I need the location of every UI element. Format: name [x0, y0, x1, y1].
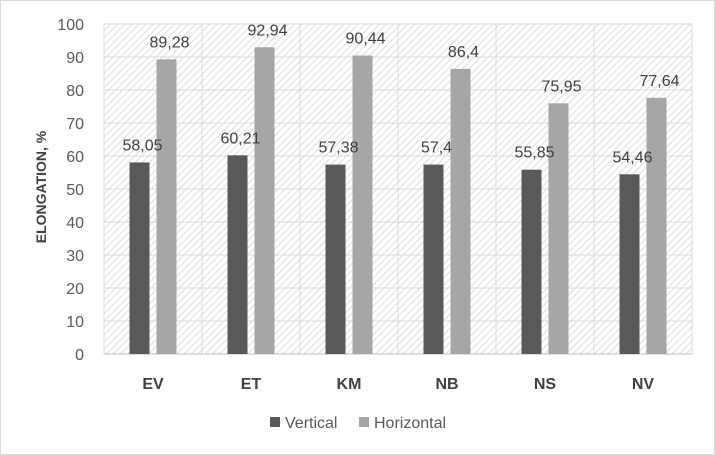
bar-vertical-nb [423, 164, 444, 354]
y-tick-label: 0 [75, 347, 84, 364]
legend-label-horizontal: Horizontal [374, 415, 446, 432]
data-label-horizontal-ns: 75,95 [541, 78, 581, 95]
bar-vertical-ev [129, 162, 150, 354]
y-tick-label: 10 [66, 314, 84, 331]
y-tick-label: 90 [66, 50, 84, 67]
legend-label-vertical: Vertical [285, 415, 337, 432]
x-tick-label-nv: NV [632, 376, 655, 393]
legend: Vertical Horizontal [270, 415, 446, 432]
data-label-vertical-ns: 55,85 [514, 145, 554, 162]
bar-horizontal-ev [156, 59, 177, 354]
data-label-horizontal-km: 90,44 [345, 31, 385, 48]
y-tick-label: 80 [66, 83, 84, 100]
gridlines [103, 23, 693, 355]
data-label-vertical-et: 60,21 [220, 130, 260, 147]
data-label-horizontal-ev: 89,28 [149, 34, 189, 51]
bars [129, 47, 667, 355]
x-tick-label-et: ET [241, 376, 262, 393]
y-tick-label: 60 [66, 149, 84, 166]
bar-vertical-ns [521, 169, 542, 354]
data-label-vertical-km: 57,38 [318, 140, 358, 157]
data-label-horizontal-nb: 86,4 [448, 44, 479, 61]
data-label-horizontal-et: 92,94 [247, 22, 287, 39]
x-tick-label-ev: EV [142, 376, 164, 393]
y-axis-title: ELONGATION, % [33, 130, 49, 243]
data-label-vertical-ev: 58,05 [122, 137, 162, 154]
bar-vertical-nv [619, 174, 640, 354]
bar-horizontal-ns [548, 103, 569, 355]
legend-swatch-vertical [270, 417, 280, 427]
x-tick-label-nb: NB [435, 376, 458, 393]
bar-horizontal-km [352, 55, 373, 354]
x-tick-label-km: KM [337, 376, 362, 393]
y-tick-label: 50 [66, 182, 84, 199]
axes: 0 10 20 30 40 50 60 70 80 90 100 EV ET KM NB NS NV [57, 17, 692, 393]
bar-horizontal-nb [450, 68, 471, 354]
bar-vertical-km [325, 164, 346, 354]
data-label-horizontal-nv: 77,64 [639, 73, 679, 90]
x-tick-label-ns: NS [534, 376, 557, 393]
y-tick-label: 30 [66, 248, 84, 265]
data-label-vertical-nb: 57,4 [421, 140, 452, 157]
data-label-vertical-nv: 54,46 [612, 149, 652, 166]
y-tick-label: 100 [57, 17, 84, 34]
bar-vertical-et [227, 155, 248, 354]
bar-horizontal-nv [646, 97, 667, 355]
y-tick-label: 40 [66, 215, 84, 232]
y-tick-label: 70 [66, 116, 84, 133]
y-tick-label: 20 [66, 281, 84, 298]
legend-swatch-horizontal [359, 417, 369, 427]
bar-horizontal-et [254, 47, 275, 354]
data-labels: 58,05 89,28 60,21 92,94 57,38 90,44 57,4 86,4 55… [122, 22, 679, 166]
